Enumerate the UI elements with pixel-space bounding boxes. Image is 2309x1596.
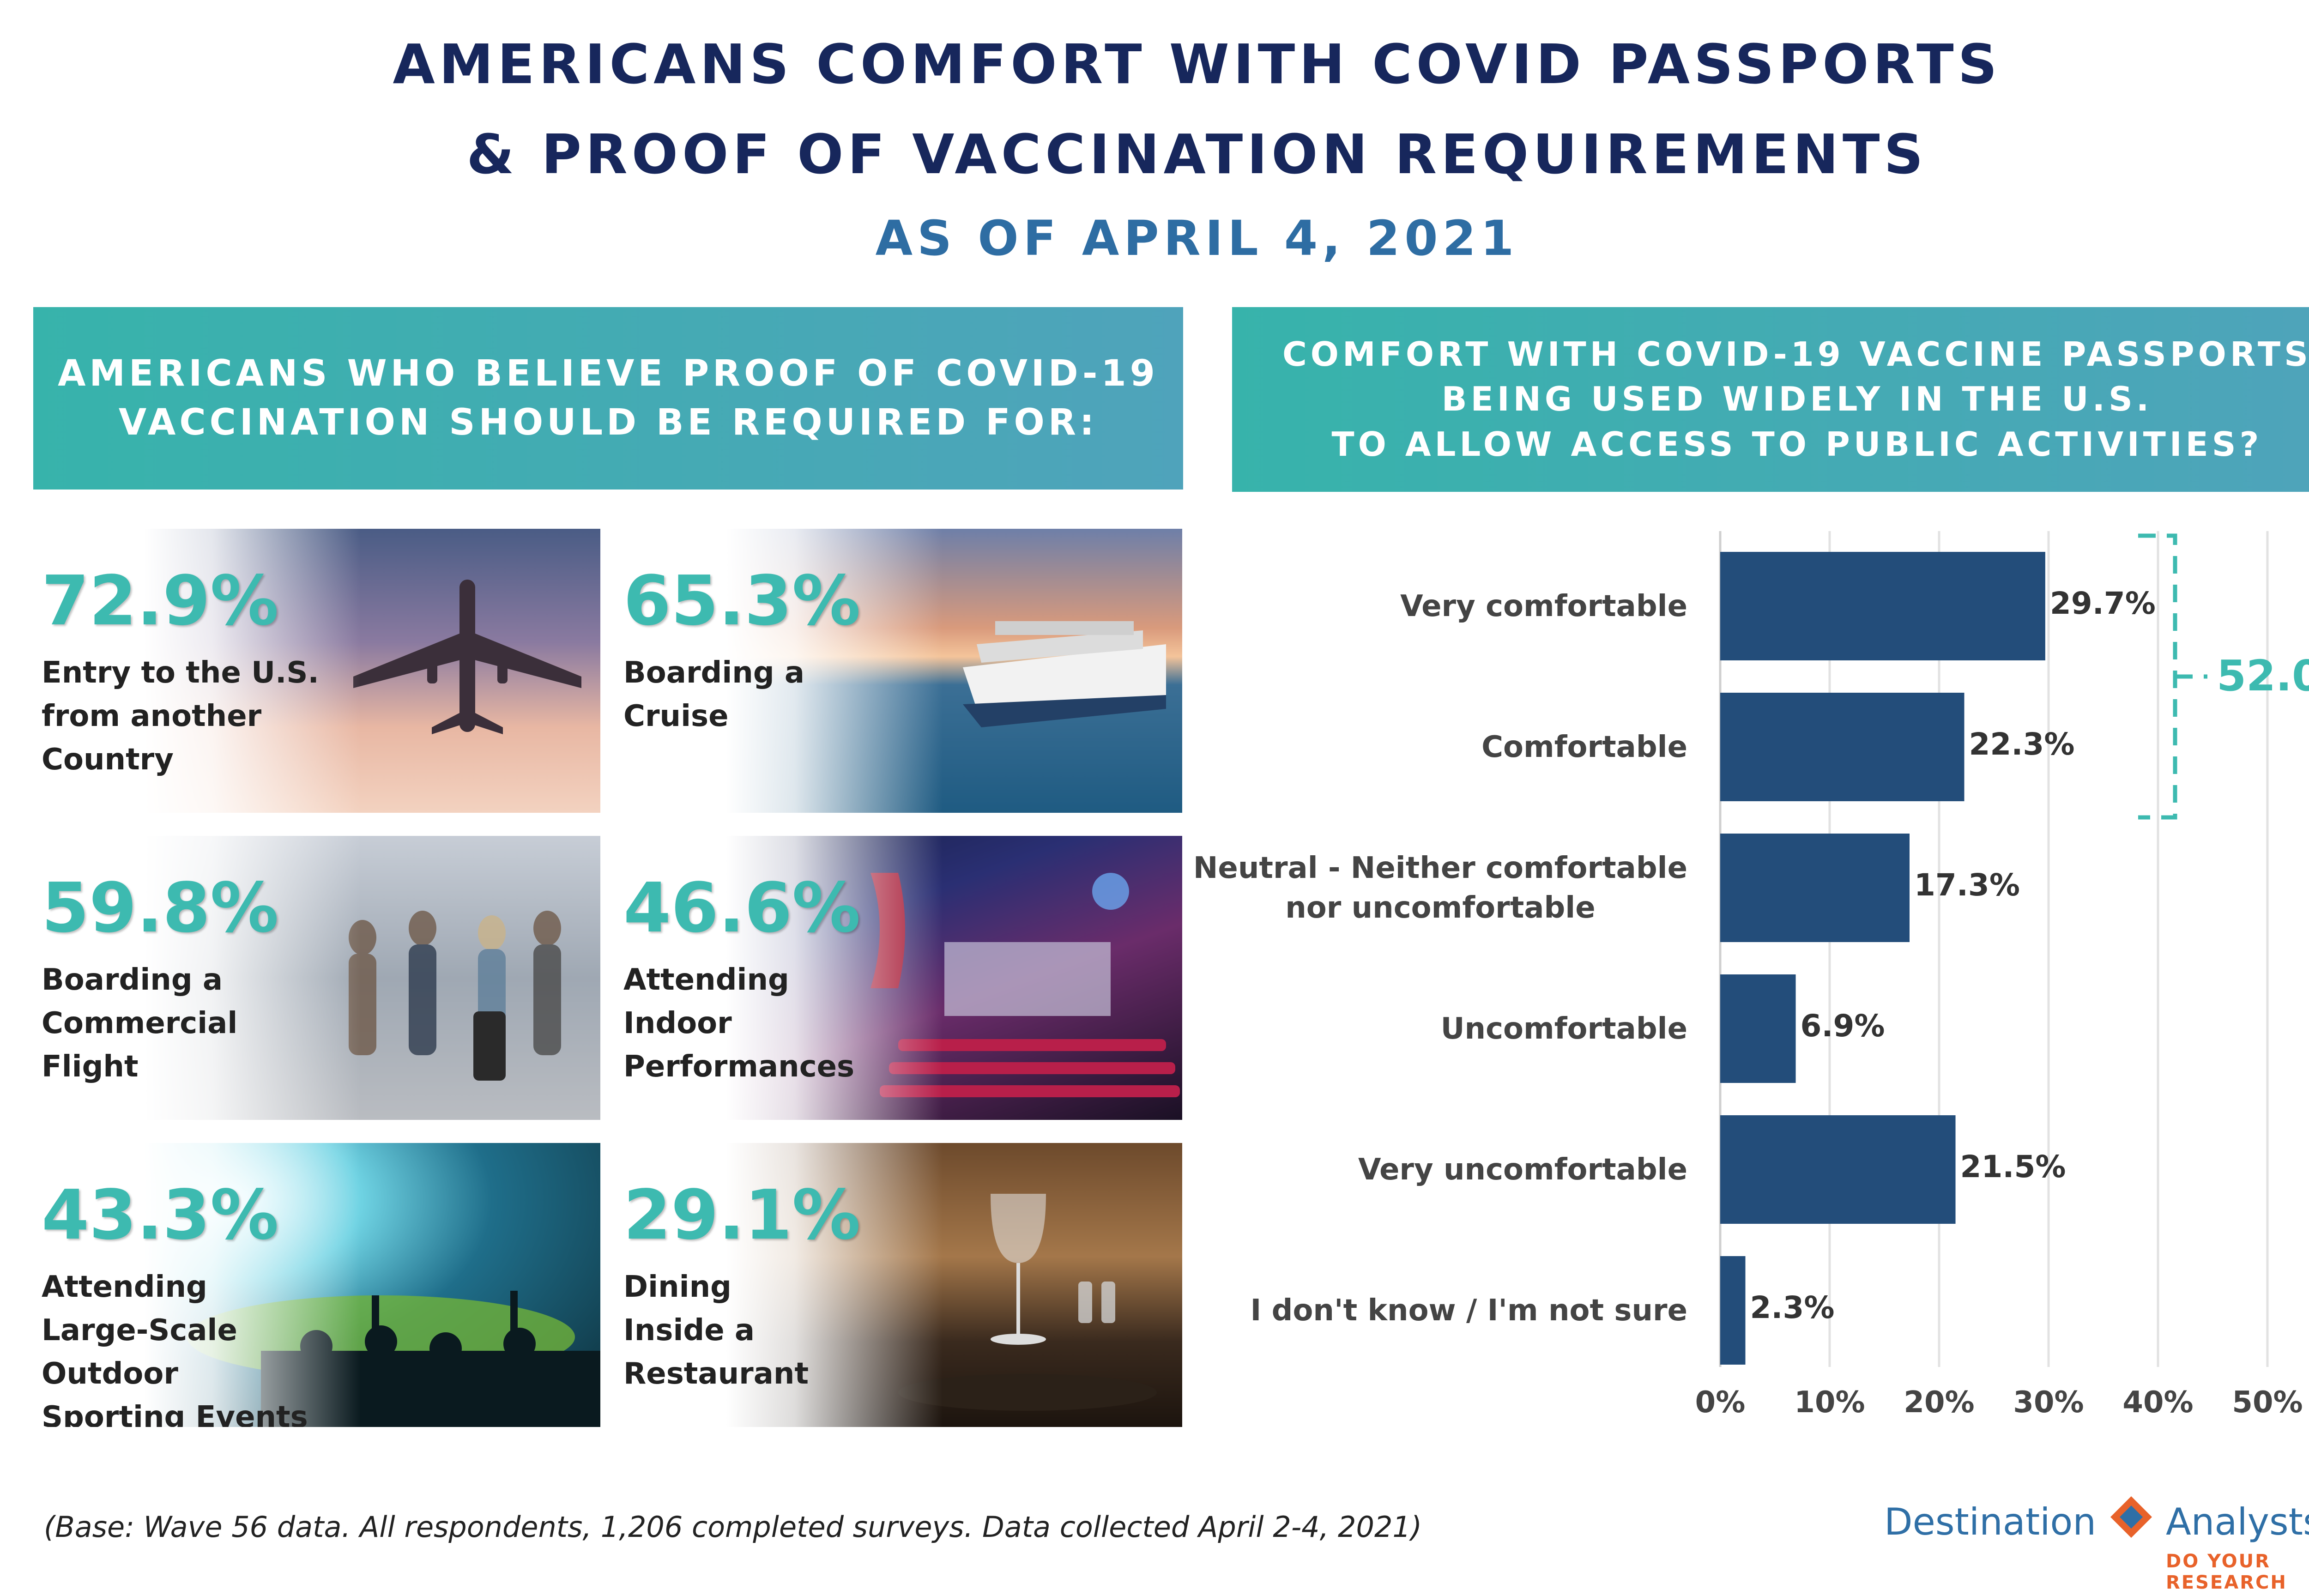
bar-value-label: 21.5% [1960, 1149, 2066, 1185]
right-panel-heading: COMFORT WITH COVID-19 VACCINE PASSPORTS … [1232, 307, 2309, 492]
category-label: Comfortable [1481, 730, 1687, 764]
bar-value-label: 6.9% [1800, 1008, 1885, 1044]
x-tick-label: 0% [1695, 1385, 1746, 1420]
bar-value-label: 2.3% [1750, 1289, 1835, 1325]
tile-outdoor-sporting: 43.3% Attending Large-Scale Outdoor Spor… [30, 1143, 600, 1427]
footnote: (Base: Wave 56 data. All respondents, 1,… [44, 1510, 1422, 1544]
x-tick-label: 30% [2013, 1385, 2084, 1420]
bracket-total-label: 52.0% [2217, 651, 2309, 701]
right-heading-line3: TO ALLOW ACCESS TO PUBLIC ACTIVITIES? [1331, 424, 2263, 464]
tile-entry-us: 72.9% Entry to the U.S. from another Cou… [30, 529, 600, 813]
x-tick-label: 20% [1904, 1385, 1975, 1420]
tile-percent: 29.1% [623, 1175, 861, 1255]
tile-label: Attending Indoor Performances [623, 963, 855, 1084]
category-label: I don't know / I'm not sure [1250, 1293, 1687, 1328]
x-tick-label: 50% [2232, 1385, 2303, 1420]
bar [1720, 1115, 1956, 1224]
left-heading-line1: AMERICANS WHO BELIEVE PROOF OF COVID-19 [58, 353, 1159, 395]
diamond-logo-icon [2110, 1496, 2152, 1538]
tile-label: Dining Inside a Restaurant [623, 1270, 809, 1391]
tile-label: Attending Large-Scale Outdoor Sporting E… [42, 1270, 308, 1427]
tile-cruise: 65.3% Boarding a Cruise [612, 529, 1182, 813]
tile-percent: 46.6% [623, 868, 861, 948]
category-label: Very uncomfortable [1358, 1152, 1687, 1187]
bar [1720, 834, 1910, 942]
category-label: Very comfortable [1400, 589, 1687, 623]
tile-commercial-flight: 59.8% Boarding a Commercial Flight [30, 836, 600, 1120]
tile-percent: 72.9% [42, 561, 279, 641]
page-title-line1: AMERICANS COMFORT WITH COVID PASSPORTS [393, 32, 2001, 96]
bar [1720, 552, 2045, 660]
x-tick-label: 40% [2122, 1385, 2194, 1420]
logo-tagline: DO YOUR RESEARCH [2166, 1551, 2287, 1593]
right-heading-line1: COMFORT WITH COVID-19 VACCINE PASSPORTS [1282, 335, 2309, 374]
bar [1720, 974, 1796, 1083]
x-tick-label: 10% [1794, 1385, 1865, 1420]
right-heading-line2: BEING USED WIDELY IN THE U.S. [1441, 380, 2153, 419]
tile-indoor-performances: 46.6% Attending Indoor Performances [612, 836, 1182, 1120]
bar [1720, 693, 1964, 801]
left-heading-line2: VACCINATION SHOULD BE REQUIRED FOR: [118, 401, 1098, 443]
bracket-annotation [2138, 533, 2207, 820]
logo-name: Destination Analysts [1884, 1494, 2309, 1543]
tile-label: Boarding a Commercial Flight [42, 963, 238, 1084]
tile-percent: 59.8% [42, 868, 279, 948]
category-label: Neutral - Neither comfortable nor uncomfo… [1193, 851, 1687, 925]
bar [1720, 1256, 1746, 1365]
left-panel-heading: AMERICANS WHO BELIEVE PROOF OF COVID-19 … [33, 307, 1183, 490]
tile-label: Boarding a Cruise [623, 656, 805, 733]
tile-percent: 65.3% [623, 561, 861, 641]
page-title-line2: & PROOF OF VACCINATION REQUIREMENTS [466, 122, 1928, 186]
tile-dining: 29.1% Dining Inside a Restaurant [612, 1143, 1182, 1427]
bar-value-label: 29.7% [2049, 585, 2156, 621]
tile-label: Entry to the U.S. from another Country [42, 656, 319, 777]
bar-value-label: 17.3% [1914, 867, 2020, 903]
bar-value-label: 22.3% [1969, 726, 2075, 762]
category-label: Uncomfortable [1440, 1011, 1687, 1046]
tile-percent: 43.3% [42, 1175, 279, 1255]
page-subtitle: AS OF APRIL 4, 2021 [875, 210, 1519, 266]
